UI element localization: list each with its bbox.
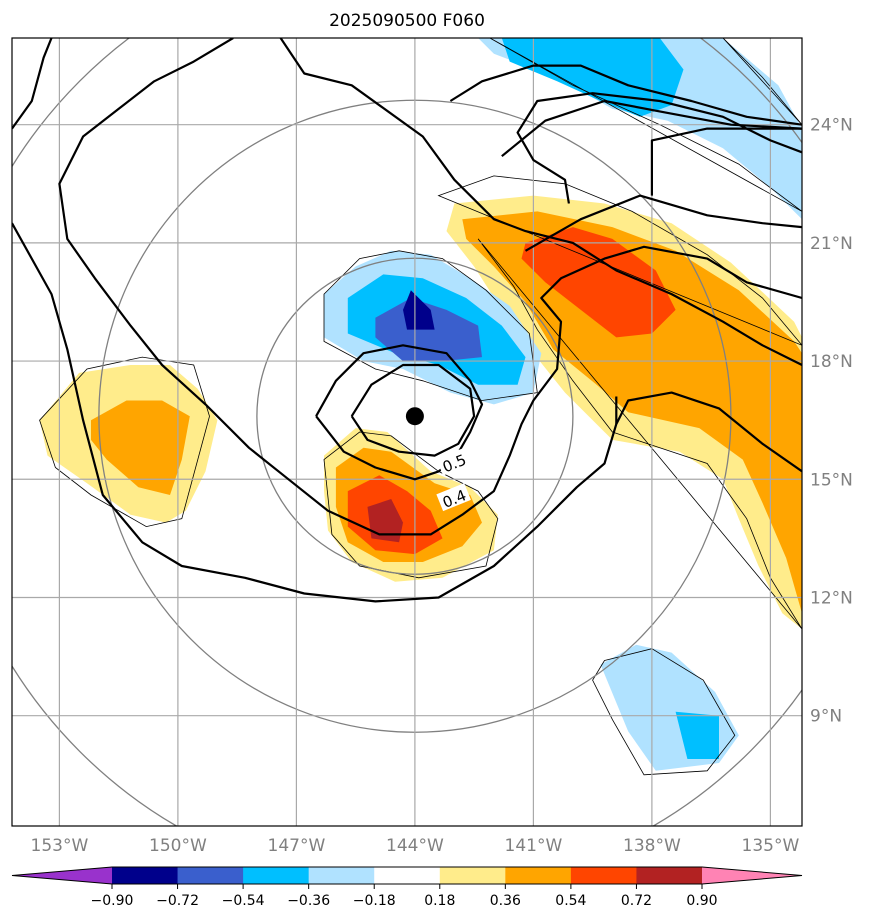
shaded-region: [478, 38, 802, 220]
colorbar-tick-label: 0.18: [424, 893, 455, 909]
shading-outline: [722, 38, 802, 125]
contour-label-bg: [436, 447, 471, 476]
storm-center-marker: [405, 407, 424, 426]
longitude-tick-label: 150°W: [149, 836, 207, 856]
colorbar-tick-label: −0.18: [353, 893, 396, 909]
shading-outline: [477, 238, 802, 630]
colorbar-tick-label: 0.90: [686, 893, 717, 909]
shaded-region: [91, 400, 190, 495]
latitude-tick-label: 24°N: [810, 116, 853, 136]
shaded-region: [462, 211, 802, 614]
contour-line: [449, 64, 802, 126]
latitude-tick-label: 21°N: [810, 234, 853, 254]
colorbar: −0.90 −0.72 −0.54 −0.36 −0.18 0.18 0.36 0.54 0.7…: [11, 866, 803, 909]
shaded-region: [675, 711, 719, 759]
latitude-tick-labels: 9°N 12°N 15°N 18°N 21°N 24°N: [810, 116, 853, 727]
colorbar-extend-low: [12, 867, 112, 884]
contour-line: [12, 222, 802, 603]
colorbar-segment: [374, 867, 441, 884]
longitude-tick-label: 135°W: [742, 836, 800, 856]
colorbar-tick-label: 0.54: [555, 893, 586, 909]
latitude-tick-label: 18°N: [810, 352, 853, 372]
shading-outline: [592, 648, 736, 776]
colorbar-segment: [243, 867, 310, 884]
contour-line: [58, 38, 802, 536]
colorbar-segment: [112, 867, 179, 884]
colorbar-tick-label: −0.36: [287, 893, 330, 909]
contour-line: [350, 363, 476, 457]
colorbar-tick-label: −0.90: [91, 893, 134, 909]
contour-line: [12, 38, 53, 130]
contour-line: [650, 127, 802, 196]
latitude-tick-label: 15°N: [810, 470, 853, 490]
shading-outline: [489, 38, 802, 212]
shading-outline: [39, 356, 210, 528]
shading-outline: [323, 431, 499, 579]
longitude-tick-label: 138°W: [623, 836, 681, 856]
contour-line: [315, 344, 484, 481]
colorbar-segment: [636, 867, 703, 884]
colorbar-tick-label: 0.72: [621, 893, 652, 909]
contour-label-bg: [436, 483, 471, 512]
longitude-tick-labels: 153°W 150°W 147°W 144°W 141°W 138°W 135°W: [31, 836, 800, 856]
longitude-tick-label: 147°W: [268, 836, 326, 856]
longitude-tick-label: 144°W: [386, 836, 444, 856]
height-contours: [12, 38, 802, 603]
shaded-fields: [39, 38, 802, 771]
colorbar-segment: [439, 867, 506, 884]
shaded-region: [367, 499, 403, 543]
shaded-region: [501, 38, 684, 117]
colorbar-segment: [505, 867, 572, 884]
shaded-region: [403, 290, 435, 330]
shaded-region: [521, 227, 676, 338]
colorbar-tick-labels: −0.90 −0.72 −0.54 −0.36 −0.18 0.18 0.36 0.54 0.7…: [91, 884, 718, 909]
contour-line: [501, 99, 802, 158]
colorbar-segment: [570, 867, 637, 884]
colorbar-segment: [308, 867, 375, 884]
latitude-tick-label: 9°N: [810, 707, 842, 727]
map-frame: [11, 37, 803, 827]
colorbar-extend-high: [702, 867, 802, 884]
longitude-tick-label: 153°W: [31, 836, 89, 856]
chart-title: 2025090500 F060: [329, 11, 485, 31]
colorbar-tick-label: −0.54: [222, 893, 265, 909]
contour-line: [279, 38, 802, 366]
colorbar-tick-label: 0.36: [490, 893, 521, 909]
latitude-tick-label: 12°N: [810, 588, 853, 608]
colorbar-tick-label: −0.72: [156, 893, 199, 909]
colorbar-segment: [177, 867, 244, 884]
longitude-tick-label: 141°W: [505, 836, 563, 856]
shading-outline: [437, 175, 802, 346]
map-plot-area: 0.50.4: [11, 37, 803, 827]
contour-line: [524, 194, 802, 252]
